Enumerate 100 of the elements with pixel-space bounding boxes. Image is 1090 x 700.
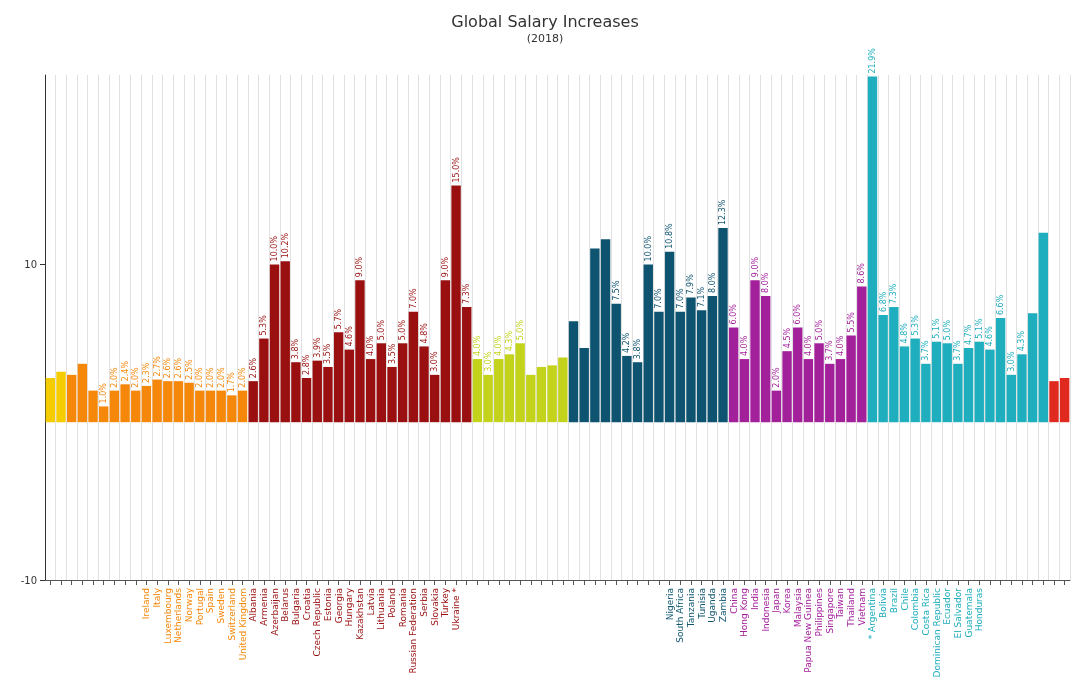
data-label: 7.0% — [408, 288, 418, 309]
x-tick-label: Bolivia — [878, 588, 889, 619]
x-tick-label: Uganda — [707, 588, 718, 623]
x-tick-label: Zambia — [717, 588, 728, 623]
data-label: 1.7% — [227, 371, 237, 393]
x-tick-label: Dominican Republic — [931, 587, 942, 678]
x-tick-label: Ireland — [141, 588, 152, 620]
x-tick-label: Colombia — [910, 588, 921, 631]
data-label: 2.7% — [152, 355, 162, 377]
x-tick-label: Taiwan — [835, 588, 846, 620]
x-tick-label: Ecuador — [942, 587, 953, 625]
data-label: 5.3% — [910, 314, 920, 336]
x-tick-label: Korea — [782, 588, 793, 614]
data-label: 6.6% — [996, 294, 1006, 316]
data-label: 7.5% — [611, 280, 621, 301]
x-tick-label: Malaysia — [792, 588, 803, 628]
data-label: 9.0% — [440, 256, 450, 278]
data-label: 10.0% — [643, 235, 653, 262]
data-label: 21.9% — [867, 47, 877, 74]
x-tick-label: Slovakia — [429, 588, 440, 626]
x-tick-label: Costa Rica — [920, 588, 931, 636]
data-label: 3.0% — [1006, 351, 1016, 372]
x-tick-label: Papua New Guinea — [803, 588, 814, 673]
x-tick-label: Thailand — [846, 588, 857, 628]
x-tick-label: Indonesia — [760, 588, 771, 632]
x-tick-label: Spain — [205, 588, 216, 614]
data-label: 5.0% — [515, 319, 525, 341]
x-tick-label: Lithuania — [376, 588, 387, 630]
chart-title: Global Salary Increases — [451, 11, 639, 31]
x-tick-label: Chile — [899, 587, 910, 611]
data-label: 6.0% — [729, 303, 739, 325]
x-tick-label: Croatia — [301, 588, 312, 621]
data-label: 9.0% — [750, 256, 760, 278]
y-tick-label: 10 — [24, 258, 37, 270]
data-label: 2.0% — [216, 366, 226, 388]
data-label: 2.0% — [195, 366, 205, 388]
data-label: 5.7% — [334, 308, 344, 330]
data-label: 2.0% — [109, 366, 119, 388]
data-label: 4.0% — [835, 335, 845, 357]
data-label: 2.3% — [141, 362, 151, 383]
x-tick-label: Vietnam — [856, 588, 867, 626]
bar — [66, 374, 77, 423]
x-tick-label: Ukraine * — [451, 587, 462, 631]
y-tick-label: -10 — [20, 574, 37, 586]
x-tick-label: Romania — [397, 588, 408, 628]
data-label: 5.1% — [932, 317, 942, 339]
data-label: 2.0% — [131, 366, 141, 388]
x-tick-label: Italy — [152, 587, 163, 608]
data-label: 4.3% — [504, 330, 514, 352]
x-tick-label: China — [728, 588, 739, 614]
data-label: 7.1% — [697, 286, 707, 308]
x-tick-label: Poland — [387, 588, 398, 619]
x-tick-label: Estonia — [322, 588, 333, 622]
data-label: 6.8% — [878, 291, 888, 312]
data-label: 5.0% — [942, 319, 952, 341]
data-label: 4.6% — [344, 325, 354, 347]
data-label: 5.3% — [259, 314, 269, 336]
x-tick-label: Kazakhstan — [354, 588, 365, 640]
data-label: 3.8% — [291, 338, 301, 360]
data-label: 3.0% — [430, 351, 440, 372]
x-tick-label: Czech Republic — [312, 587, 323, 657]
data-label: 5.5% — [846, 311, 856, 333]
x-tick-label: Philippines — [814, 587, 825, 637]
data-label: 7.3% — [889, 283, 899, 304]
x-tick-label: Switzerland — [226, 588, 237, 641]
x-tick-label: Turkey — [440, 587, 451, 619]
data-label: 7.9% — [686, 273, 696, 295]
data-label: 8.0% — [707, 272, 717, 293]
x-tick-label: Tunisia — [696, 588, 707, 620]
data-label: 5.0% — [376, 319, 386, 341]
data-label: 7.0% — [654, 288, 664, 309]
data-label: 3.5% — [323, 343, 333, 364]
bar — [728, 327, 739, 423]
data-label: 3.5% — [387, 343, 397, 364]
data-label: 7.0% — [675, 288, 685, 309]
data-label: 3.7% — [921, 340, 931, 361]
data-label: 2.6% — [173, 357, 183, 379]
x-tick-label: Singapore — [824, 587, 835, 634]
x-tick-label: Norway — [184, 587, 195, 623]
chart-subtitle: (2018) — [526, 32, 564, 45]
x-tick-label: Brazil — [888, 588, 899, 614]
data-label: 5.1% — [974, 317, 984, 339]
x-tick-label: Albania — [248, 588, 259, 622]
data-label: 8.0% — [761, 272, 771, 293]
data-label: 5.0% — [398, 319, 408, 341]
x-tick-label: Japan — [771, 588, 782, 615]
x-tick-label: Azerbaijan — [269, 588, 280, 636]
data-label: 3.7% — [825, 340, 835, 361]
x-tick-label: * Argentina — [867, 588, 878, 640]
data-label: 1.0% — [99, 382, 109, 404]
bar — [1038, 232, 1049, 423]
x-tick-label: Hungary — [344, 587, 355, 627]
data-label: 4.3% — [1017, 330, 1027, 352]
x-tick-label: Honduras — [974, 587, 985, 632]
x-tick-label: United Kingdom — [237, 588, 248, 661]
data-label: 2.4% — [120, 360, 130, 382]
x-tick-label: Nigeria — [664, 588, 675, 621]
data-label: 3.0% — [483, 351, 493, 372]
data-label: 3.9% — [312, 336, 322, 358]
data-label: 3.8% — [633, 338, 643, 360]
